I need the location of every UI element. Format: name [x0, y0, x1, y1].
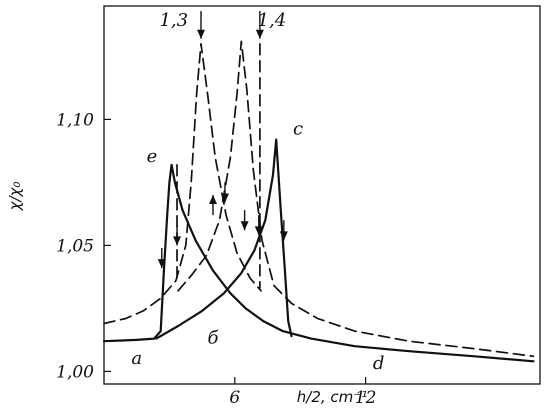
arrow-2 — [157, 247, 166, 269]
x-tick-label-1: 12 — [355, 388, 377, 408]
y-tick-label-1: 1,05 — [56, 236, 94, 256]
annotation-0: 1,3 — [159, 10, 188, 31]
tick-layer: 6 12 1,00 1,05 1,10 — [56, 110, 376, 408]
annotation-5: б — [208, 328, 220, 349]
annotation-layer: 1,3 1,4 e c a б d — [131, 10, 384, 374]
plot-border — [103, 5, 541, 385]
annotation-3: c — [293, 119, 303, 140]
series-line-0 — [102, 163, 535, 363]
series-line-3 — [177, 40, 535, 358]
y-tick-label-0: 1,00 — [56, 362, 94, 382]
annotation-6: d — [373, 353, 385, 374]
y-axis-title: χ/χ₀ — [6, 182, 24, 212]
arrow-7 — [279, 220, 288, 241]
arrow-4 — [209, 195, 217, 216]
x-tick-label-0: 6 — [229, 388, 240, 408]
series-layer — [102, 40, 535, 363]
arrow-6 — [240, 210, 249, 231]
arrow-1 — [255, 11, 264, 39]
annotation-2: e — [147, 146, 158, 167]
series-line-2 — [103, 42, 262, 325]
arrow-8 — [254, 215, 263, 236]
arrow-5 — [220, 182, 229, 203]
x-axis-title: h/2, cm⁻¹ — [297, 388, 367, 406]
series-line-1 — [155, 138, 293, 340]
arrow-0 — [197, 11, 206, 39]
annotation-1: 1,4 — [258, 10, 287, 31]
y-tick-label-2: 1,10 — [56, 110, 94, 130]
annotation-4: a — [131, 348, 142, 369]
arrow-3 — [173, 225, 182, 246]
plot-frame — [103, 5, 541, 385]
arrow-layer — [157, 11, 288, 269]
